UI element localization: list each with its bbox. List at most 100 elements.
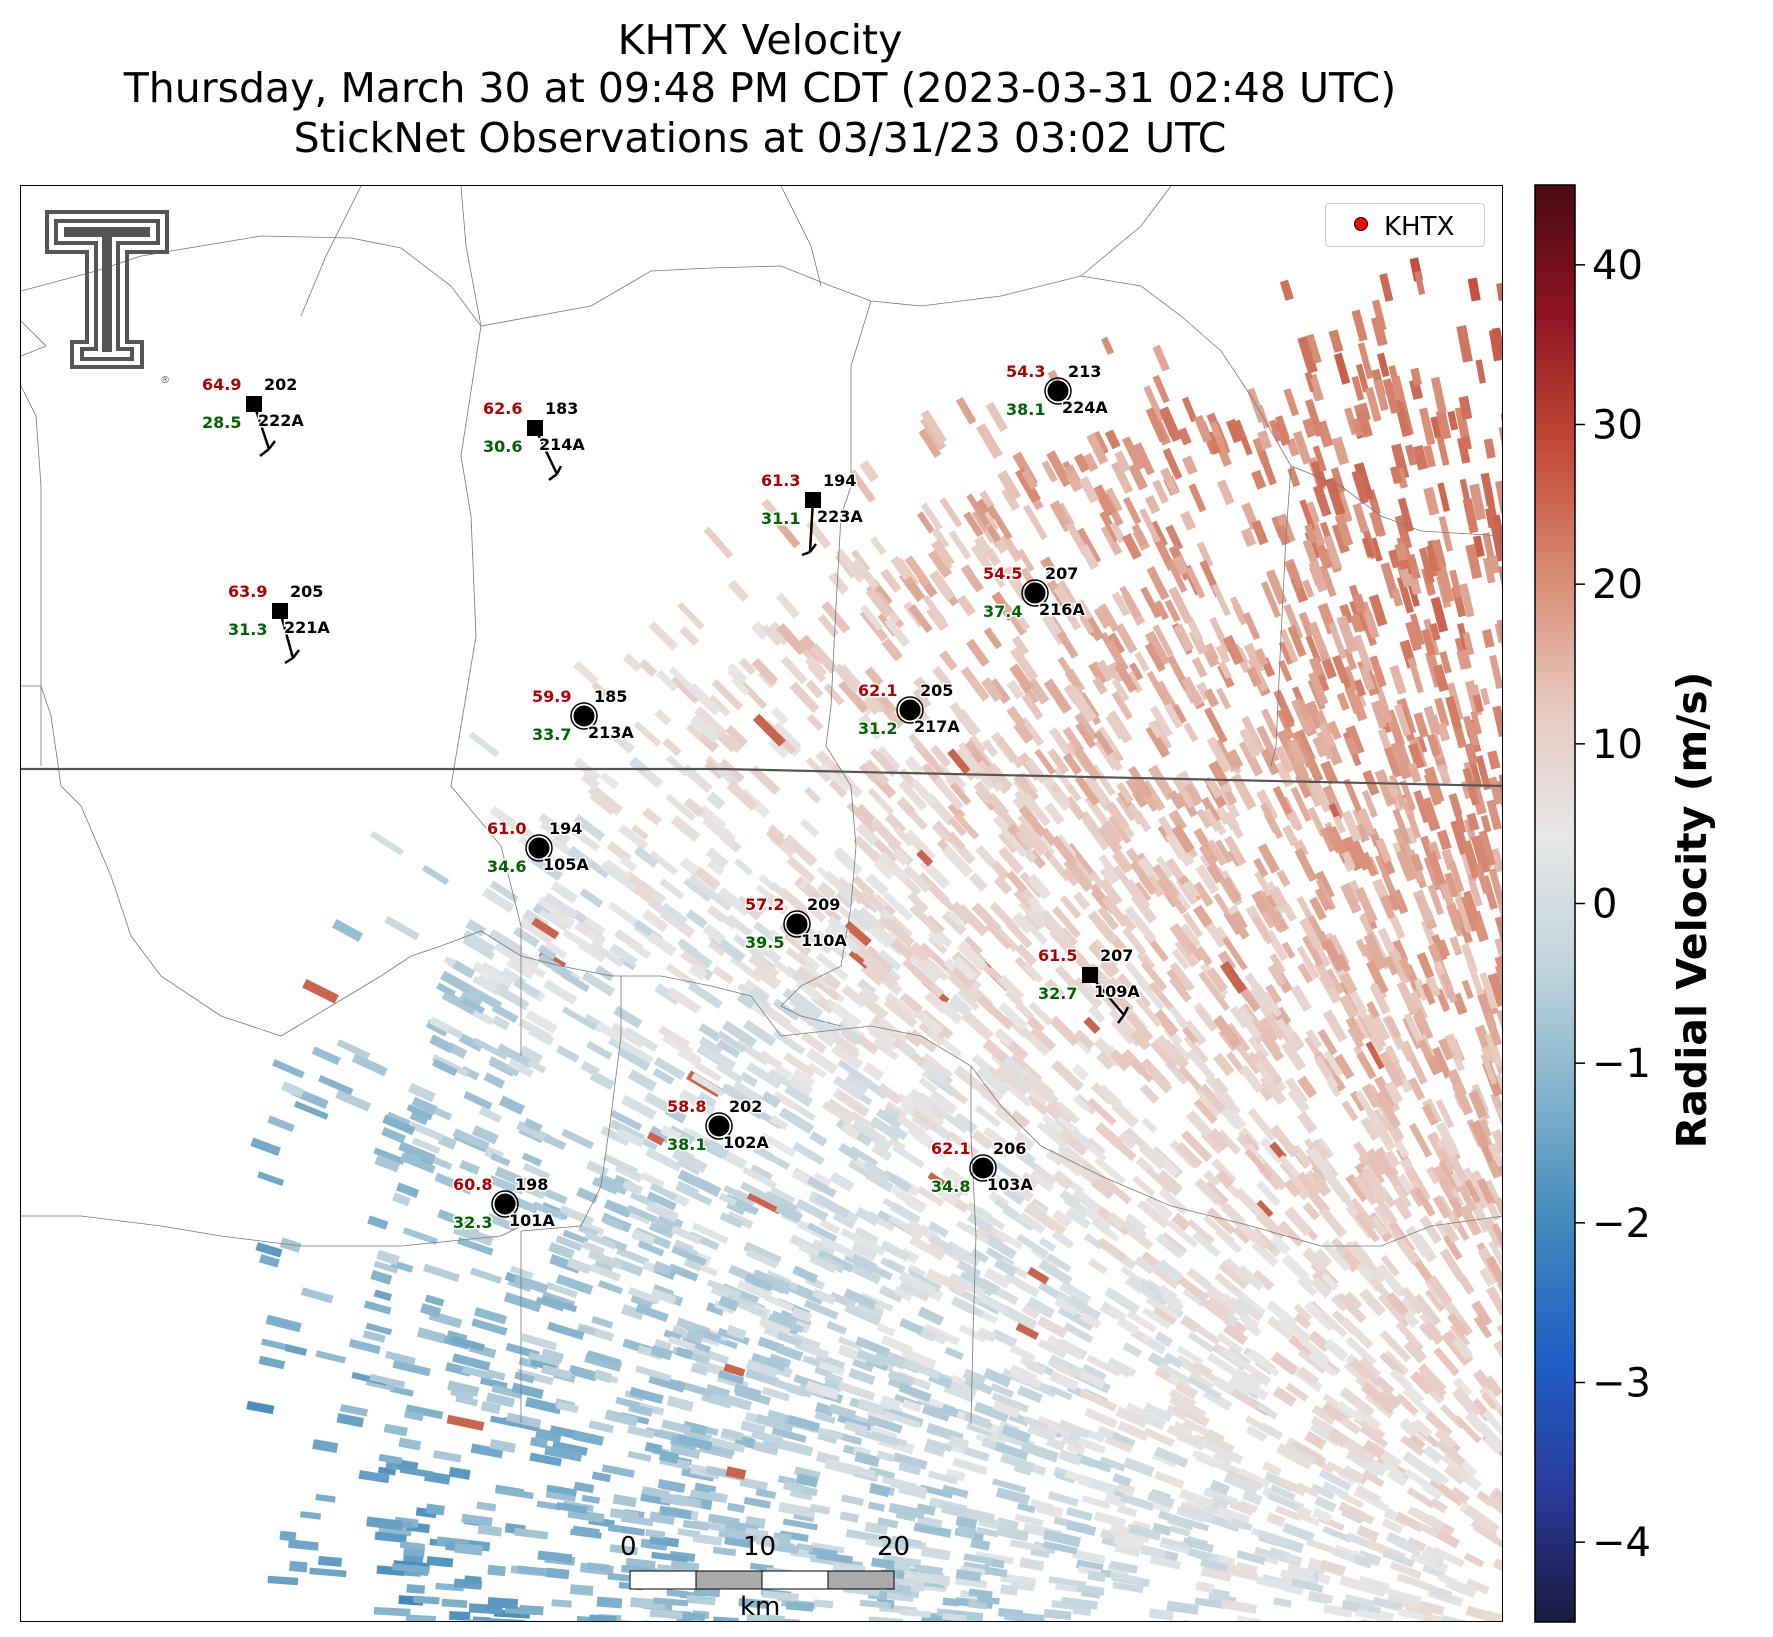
velocity-gate: [1086, 432, 1109, 465]
velocity-gate: [1458, 1204, 1482, 1236]
velocity-gate: [315, 1350, 347, 1364]
velocity-gate: [1339, 603, 1354, 625]
velocity-gate: [1405, 444, 1417, 466]
velocity-gate: [1028, 1001, 1053, 1026]
velocity-gate: [1066, 1507, 1093, 1522]
velocity-gate: [1474, 1024, 1492, 1049]
velocity-gate: [1406, 1536, 1427, 1552]
velocity-gate: [472, 1616, 491, 1621]
velocity-gate: [1308, 621, 1327, 653]
velocity-gate: [960, 666, 990, 702]
velocity-gate: [1461, 895, 1480, 932]
velocity-gate: [1087, 910, 1118, 944]
velocity-gate: [607, 1572, 631, 1582]
velocity-gate: [873, 858, 895, 880]
velocity-gate: [1043, 1608, 1072, 1621]
velocity-gate: [765, 893, 789, 915]
velocity-gate: [985, 524, 1001, 543]
velocity-gate: [558, 1205, 595, 1226]
velocity-gate: [791, 1306, 813, 1323]
station-dewpoint: 34.6: [487, 857, 526, 876]
velocity-gate: [941, 1166, 973, 1192]
velocity-gate: [1310, 460, 1328, 489]
velocity-gate: [859, 460, 880, 483]
velocity-gate: [726, 1210, 754, 1230]
velocity-gate: [1464, 1410, 1486, 1433]
velocity-gate: [863, 695, 882, 715]
station-calm-marker: [899, 699, 921, 721]
velocity-gate: [1260, 580, 1282, 618]
velocity-gate: [1130, 1029, 1152, 1051]
velocity-gate: [745, 1359, 779, 1379]
velocity-gate: [1097, 824, 1123, 854]
velocity-gate: [1392, 808, 1412, 845]
velocity-gate: [1078, 476, 1100, 504]
radar-map[interactable]: 64.9 202 28.5 222A 62.6 183 30.6 214A 61.3 194 31.…: [20, 185, 1503, 1622]
velocity-gate: [745, 1249, 779, 1269]
velocity-gate: [1492, 705, 1502, 737]
velocity-gate: [1249, 1367, 1272, 1387]
velocity-gate: [1491, 1128, 1502, 1154]
velocity-gate: [1366, 1001, 1380, 1019]
velocity-gate: [847, 1158, 870, 1177]
velocity-gate: [1449, 936, 1463, 956]
velocity-gate: [1360, 1117, 1380, 1141]
velocity-gate: [1448, 1186, 1465, 1208]
colorbar-tick-label: −40: [1592, 1520, 1650, 1566]
velocity-gate: [686, 723, 704, 740]
velocity-gate: [1422, 1444, 1444, 1464]
velocity-gate: [1422, 1321, 1445, 1346]
velocity-gate: [760, 1132, 797, 1158]
velocity-gate: [1310, 1416, 1335, 1436]
velocity-gate: [690, 1072, 726, 1097]
velocity-gate: [1244, 972, 1269, 1003]
velocity-gate: [556, 1502, 588, 1514]
velocity-gate: [1405, 620, 1423, 652]
station-dewpoint: 39.5: [745, 933, 784, 952]
velocity-gate: [581, 971, 616, 997]
velocity-gate: [1225, 418, 1243, 444]
velocity-gate: [814, 929, 849, 960]
velocity-gate: [1318, 1468, 1352, 1492]
velocity-gate: [883, 998, 918, 1028]
velocity-gate: [1494, 937, 1502, 970]
county-line: [780, 745, 857, 1027]
velocity-gate: [429, 1034, 455, 1054]
velocity-gate: [1180, 1130, 1213, 1163]
velocity-gate: [737, 1279, 773, 1301]
velocity-gate: [1115, 794, 1137, 822]
velocity-gate: [816, 1551, 854, 1564]
velocity-gate: [1181, 455, 1198, 476]
velocity-gate: [544, 940, 568, 959]
velocity-gate: [1393, 1139, 1410, 1159]
velocity-gate: [1428, 1585, 1453, 1600]
velocity-gate: [1047, 748, 1070, 775]
velocity-gate: [786, 855, 816, 884]
velocity-gate: [648, 621, 679, 651]
velocity-gate: [447, 1380, 480, 1397]
velocity-gate: [1344, 1594, 1376, 1608]
velocity-gate: [919, 858, 950, 890]
velocity-gate: [814, 1426, 844, 1440]
velocity-gate: [1492, 1558, 1502, 1585]
velocity-gate: [1389, 915, 1406, 940]
velocity-gate: [1456, 325, 1473, 363]
velocity-gate: [1188, 483, 1207, 513]
velocity-gate: [1290, 984, 1312, 1012]
velocity-gate: [1482, 532, 1495, 561]
velocity-gate: [955, 1220, 990, 1245]
velocity-gate: [941, 844, 974, 878]
velocity-gate: [1026, 1016, 1045, 1035]
velocity-gate: [882, 1554, 922, 1569]
velocity-gate: [1160, 467, 1179, 495]
velocity-gate: [1425, 1166, 1441, 1185]
county-line: [21, 385, 42, 766]
velocity-gate: [1296, 945, 1316, 974]
velocity-gate: [1251, 890, 1270, 914]
velocity-gate: [1481, 628, 1495, 649]
velocity-gate: [585, 1160, 609, 1178]
velocity-gate: [815, 979, 841, 1001]
velocity-gate: [648, 1125, 684, 1150]
velocity-gate: [1079, 615, 1095, 635]
